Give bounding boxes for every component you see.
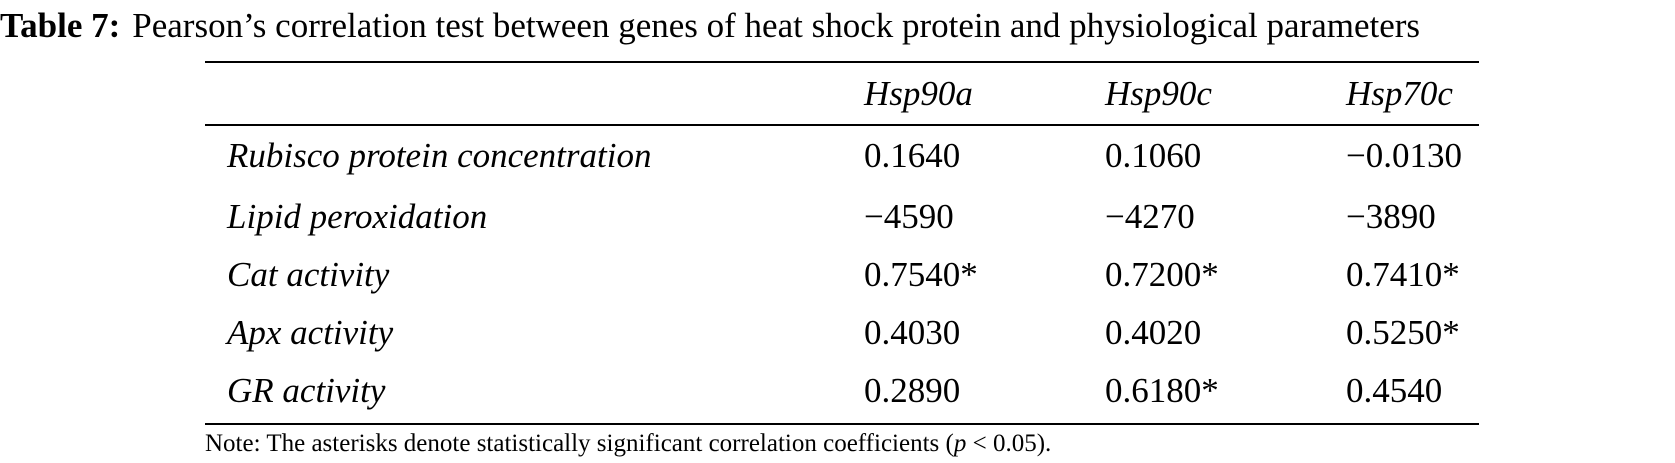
table-cell: −0.0130	[1346, 136, 1462, 175]
table-cell: −4270	[1105, 197, 1195, 236]
header-row: Hsp90a Hsp90c Hsp70c	[205, 64, 1479, 124]
table-cell: 0.4540	[1346, 371, 1443, 410]
table-cell: 0.1060	[1105, 136, 1202, 175]
note-p-symbol: p	[953, 430, 967, 457]
table-row: Lipid peroxidation −4590 −4270 −3890	[205, 188, 1479, 246]
table-cell: 0.7200*	[1105, 255, 1219, 294]
header-cell-hsp70c: Hsp70c	[1346, 74, 1453, 113]
table-number: Table 7:	[0, 6, 121, 45]
note-prefix: Note: The asterisks denote statistically…	[205, 430, 954, 457]
header-cell-hsp90a: Hsp90a	[864, 74, 973, 113]
top-rule	[205, 61, 1479, 63]
header-cell-hsp90c: Hsp90c	[1105, 74, 1212, 113]
table-cell: 0.5250*	[1346, 313, 1460, 352]
table-note: Note: The asterisks denote statistically…	[205, 428, 1051, 460]
table-row: Rubisco protein concentration 0.1640 0.1…	[205, 124, 1479, 188]
table-cell: 0.2890	[864, 371, 961, 410]
table-row: GR activity 0.2890 0.6180* 0.4540	[205, 362, 1479, 420]
table-cell: 0.1640	[864, 136, 961, 175]
table-cell: 0.7410*	[1346, 255, 1460, 294]
row-label: Rubisco protein concentration	[227, 136, 652, 175]
row-label: Cat activity	[227, 255, 390, 294]
header-rule	[205, 124, 1479, 126]
table-cell: −3890	[1346, 197, 1436, 236]
table-cell: 0.7540*	[864, 255, 978, 294]
bottom-rule	[205, 423, 1479, 425]
table-title: Pearson’s correlation test between genes…	[132, 6, 1421, 45]
row-label: Apx activity	[227, 313, 394, 352]
row-label: GR activity	[227, 371, 386, 410]
table-cell: 0.4020	[1105, 313, 1202, 352]
header-cell-empty	[205, 64, 836, 124]
table-cell: 0.6180*	[1105, 371, 1219, 410]
table-row: Apx activity 0.4030 0.4020 0.5250*	[205, 304, 1479, 362]
table-caption: Table 7: Pearson’s correlation test betwe…	[0, 4, 1675, 48]
note-suffix: < 0.05).	[966, 430, 1052, 457]
row-label: Lipid peroxidation	[227, 197, 488, 236]
table-cell: −4590	[864, 197, 954, 236]
correlation-table: Hsp90a Hsp90c Hsp70c Rubisco protein con…	[205, 64, 1479, 420]
table-row: Cat activity 0.7540* 0.7200* 0.7410*	[205, 246, 1479, 304]
table-cell: 0.4030	[864, 313, 961, 352]
